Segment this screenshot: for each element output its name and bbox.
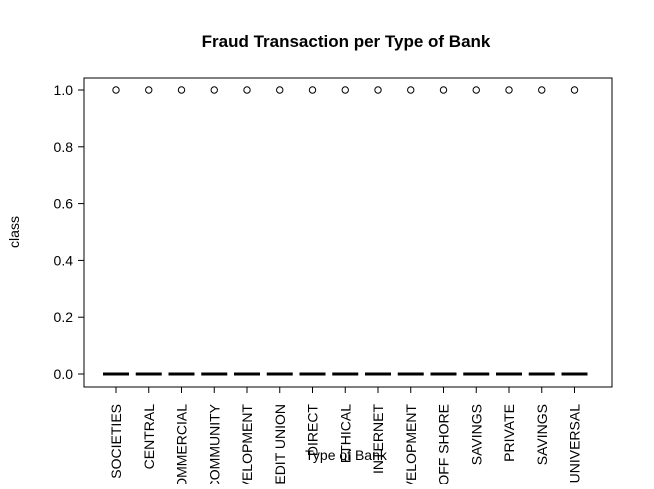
x-tick-label: INTERNET (370, 404, 386, 474)
box-5 (266, 86, 293, 376)
x-tick-label: ETHICAL (337, 404, 353, 463)
y-axis: 0.0 0.2 0.4 0.6 0.8 1.0 (54, 82, 85, 382)
x-tick-label: DIRECT (305, 404, 321, 457)
plot-frame (83, 77, 613, 388)
y-tick-label: 0.2 (54, 309, 74, 325)
y-tick-label: 0.6 (54, 196, 74, 212)
y-tick-label: 0.4 (54, 252, 74, 268)
box-7 (332, 86, 359, 376)
box-3 (201, 86, 228, 376)
x-tick-label: COMMERCIAL (174, 404, 190, 484)
x-tick-label: SAVINGS (534, 404, 550, 465)
box-10 (430, 86, 457, 376)
outlier-point (112, 86, 120, 94)
box-4 (234, 86, 260, 376)
box-6 (299, 86, 326, 376)
box-8 (365, 86, 391, 376)
outlier-point (439, 86, 448, 94)
x-tick-label: OFF SHORE (436, 404, 452, 484)
y-axis-label: class (6, 216, 22, 248)
outlier-point (243, 86, 251, 94)
box-9 (397, 86, 424, 376)
x-tick-label: CREDIT UNION (272, 404, 288, 484)
outlier-point (505, 86, 513, 94)
outlier-point (308, 86, 317, 94)
x-tick-label: SOCIETIES (108, 404, 124, 479)
x-tick-label: SAVINGS (468, 404, 484, 465)
box-12 (496, 86, 522, 376)
outlier-point (341, 86, 349, 94)
box-2 (168, 86, 195, 376)
x-axis-label: Type of Bank (305, 447, 388, 463)
outlier-point (407, 86, 415, 94)
box-1 (135, 86, 162, 376)
x-tick-label: UNIVERSAL (567, 404, 583, 484)
outlier-point (276, 86, 284, 94)
outlier-point (472, 86, 480, 94)
outlier-point (177, 86, 186, 94)
box-13 (528, 86, 555, 376)
x-tick-label: DEVELOPMENT (403, 404, 419, 484)
outlier-point (210, 86, 218, 94)
outlier-point (374, 86, 382, 94)
outlier-point (538, 86, 546, 94)
box-0 (103, 86, 129, 376)
x-tick-label: COMMUNITY (206, 403, 222, 484)
box-series (103, 86, 588, 376)
y-tick-label: 0.0 (54, 366, 74, 382)
y-tick-label: 1.0 (54, 82, 74, 98)
x-tick-labels: SOCIETIES CENTRAL COMMERCIAL COMMUNITY DEVEL… (108, 403, 583, 484)
x-tick-label: DEVELOPMENT (239, 404, 255, 484)
outlier-point (570, 86, 579, 94)
x-tick-label: PRIVATE (501, 404, 517, 462)
y-tick-label: 0.8 (54, 139, 74, 155)
box-14 (561, 86, 588, 376)
x-tick-label: CENTRAL (141, 404, 157, 470)
box-11 (463, 86, 490, 376)
chart-title: Fraud Transaction per Type of Bank (202, 32, 491, 51)
x-axis: SOCIETIES CENTRAL COMMERCIAL COMMUNITY DEVEL… (108, 386, 583, 484)
outlier-point (145, 86, 153, 94)
